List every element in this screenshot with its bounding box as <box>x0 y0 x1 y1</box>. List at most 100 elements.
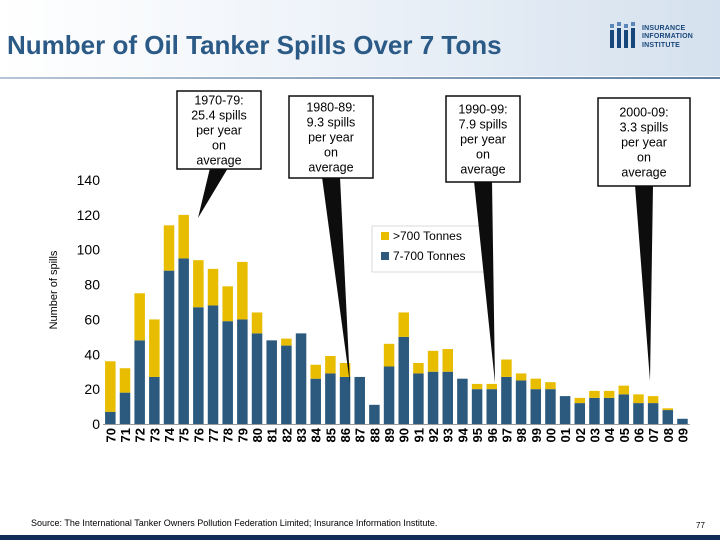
bar-7-700-78 <box>222 321 233 424</box>
logo-wordmark: INSURANCE INFORMATION INSTITUTE <box>642 25 712 50</box>
x-tick-label-81: 81 <box>265 428 280 442</box>
callout-pointer-1 <box>322 177 350 384</box>
bar-over-700-71 <box>119 368 131 393</box>
bar-series <box>105 214 688 424</box>
callout-2-line-0: 1990-99: <box>458 103 507 117</box>
callout-1-line-2: per year <box>308 131 354 145</box>
header-band <box>0 0 720 76</box>
x-tick-label-89: 89 <box>382 428 397 442</box>
legend-swatch-0 <box>381 232 389 240</box>
callout-3-line-3: on <box>637 151 651 165</box>
x-tick-label-74: 74 <box>162 427 177 442</box>
bar-over-700-80 <box>251 312 263 334</box>
header-rule <box>0 77 720 79</box>
callout-2-line-2: per year <box>460 133 506 147</box>
x-tick-label-91: 91 <box>411 428 426 442</box>
bar-7-700-02 <box>574 403 586 424</box>
bar-over-700-79 <box>237 261 248 320</box>
bar-over-700-02 <box>574 397 586 404</box>
legend: >700 Tonnes 7-700 Tonnes <box>371 225 491 273</box>
bar-7-700-01 <box>559 396 571 424</box>
bar-7-700-84 <box>310 378 321 424</box>
x-tick-label-70: 70 <box>103 428 118 442</box>
bar-7-700-06 <box>633 403 644 424</box>
bar-over-700-75 <box>178 214 189 259</box>
bar-7-700-97 <box>501 376 512 424</box>
page-number: 77 <box>696 521 705 530</box>
bar-over-700-08 <box>662 408 674 411</box>
x-tick-label-92: 92 <box>426 428 441 442</box>
bar-7-700-89 <box>383 366 395 424</box>
bar-7-700-86 <box>339 376 351 424</box>
x-tick-label-99: 99 <box>529 428 544 442</box>
y-axis-title: Number of spills <box>48 250 60 329</box>
x-tick-label-05: 05 <box>617 428 632 442</box>
callout-2-line-1: 7.9 spills <box>459 118 508 132</box>
x-axis: 70 71 72 73 74 75 76 77 78 79 80 81 82 83 84 85 86 87 88 89… <box>103 424 690 442</box>
callout-0-line-4: average <box>196 154 241 168</box>
x-tick-label-78: 78 <box>221 428 236 442</box>
x-tick-label-75: 75 <box>177 428 192 442</box>
x-tick-label-73: 73 <box>147 428 162 442</box>
x-tick-label-95: 95 <box>470 428 485 442</box>
bar-7-700-98 <box>515 380 527 424</box>
bar-over-700-95 <box>471 383 483 390</box>
bar-7-700-90 <box>398 336 409 424</box>
callout-box-1 <box>288 95 374 179</box>
bar-over-700-86 <box>339 363 351 377</box>
bar-7-700-70 <box>105 411 116 424</box>
bar-over-700-07 <box>647 396 659 404</box>
bar-7-700-04 <box>603 397 615 424</box>
x-tick-label-86: 86 <box>338 428 353 442</box>
bar-7-700-77 <box>207 305 219 424</box>
bar-over-700-04 <box>603 390 615 398</box>
bar-over-700-73 <box>149 319 160 377</box>
bar-7-700-95 <box>471 389 483 424</box>
bar-7-700-91 <box>413 373 424 424</box>
callout-2-line-4: average <box>460 163 505 177</box>
bar-7-700-07 <box>647 403 659 424</box>
bar-over-700-90 <box>398 312 409 337</box>
callout-3-line-4: average <box>621 166 666 180</box>
bar-over-700-89 <box>383 343 395 367</box>
callout-1-line-3: on <box>324 146 338 160</box>
bar-7-700-85 <box>325 373 336 424</box>
bar-over-700-98 <box>515 373 527 381</box>
x-tick-label-90: 90 <box>397 428 412 442</box>
bar-over-700-77 <box>207 268 219 306</box>
bar-7-700-96 <box>486 389 498 424</box>
x-tick-label-77: 77 <box>206 428 221 442</box>
bar-7-700-08 <box>662 410 674 424</box>
bar-over-700-72 <box>134 293 145 341</box>
bar-7-700-80 <box>251 333 263 424</box>
x-tick-label-79: 79 <box>235 428 250 442</box>
bar-over-700-97 <box>501 359 512 377</box>
x-tick-label-98: 98 <box>514 428 529 442</box>
callout-1-line-1: 9.3 spills <box>307 116 356 130</box>
x-tick-label-03: 03 <box>587 428 602 442</box>
legend-label-0: >700 Tonnes <box>393 229 462 243</box>
x-tick-label-93: 93 <box>441 428 456 442</box>
x-tick-label-00: 00 <box>543 428 558 442</box>
bar-over-700-96 <box>486 383 498 390</box>
x-tick-label-71: 71 <box>118 428 133 442</box>
bar-over-700-92 <box>427 350 439 372</box>
bar-7-700-03 <box>589 397 600 424</box>
callout-box-0 <box>176 90 262 170</box>
bar-7-700-09 <box>677 418 688 424</box>
x-tick-label-88: 88 <box>367 428 382 442</box>
bar-over-700-05 <box>618 385 630 395</box>
x-tick-label-80: 80 <box>250 428 265 442</box>
bar-over-700-70 <box>105 361 116 412</box>
bar-7-700-81 <box>266 340 277 424</box>
bar-over-700-03 <box>589 390 600 398</box>
logo-line-2: INFORMATION <box>642 33 694 41</box>
x-tick-label-82: 82 <box>279 428 294 442</box>
y-tick-label-7: 140 <box>77 172 101 188</box>
bar-7-700-94 <box>457 378 468 424</box>
bar-over-700-06 <box>633 394 644 404</box>
callout-2-line-3: on <box>476 148 490 162</box>
callout-3-line-0: 2000-09: <box>619 106 668 120</box>
